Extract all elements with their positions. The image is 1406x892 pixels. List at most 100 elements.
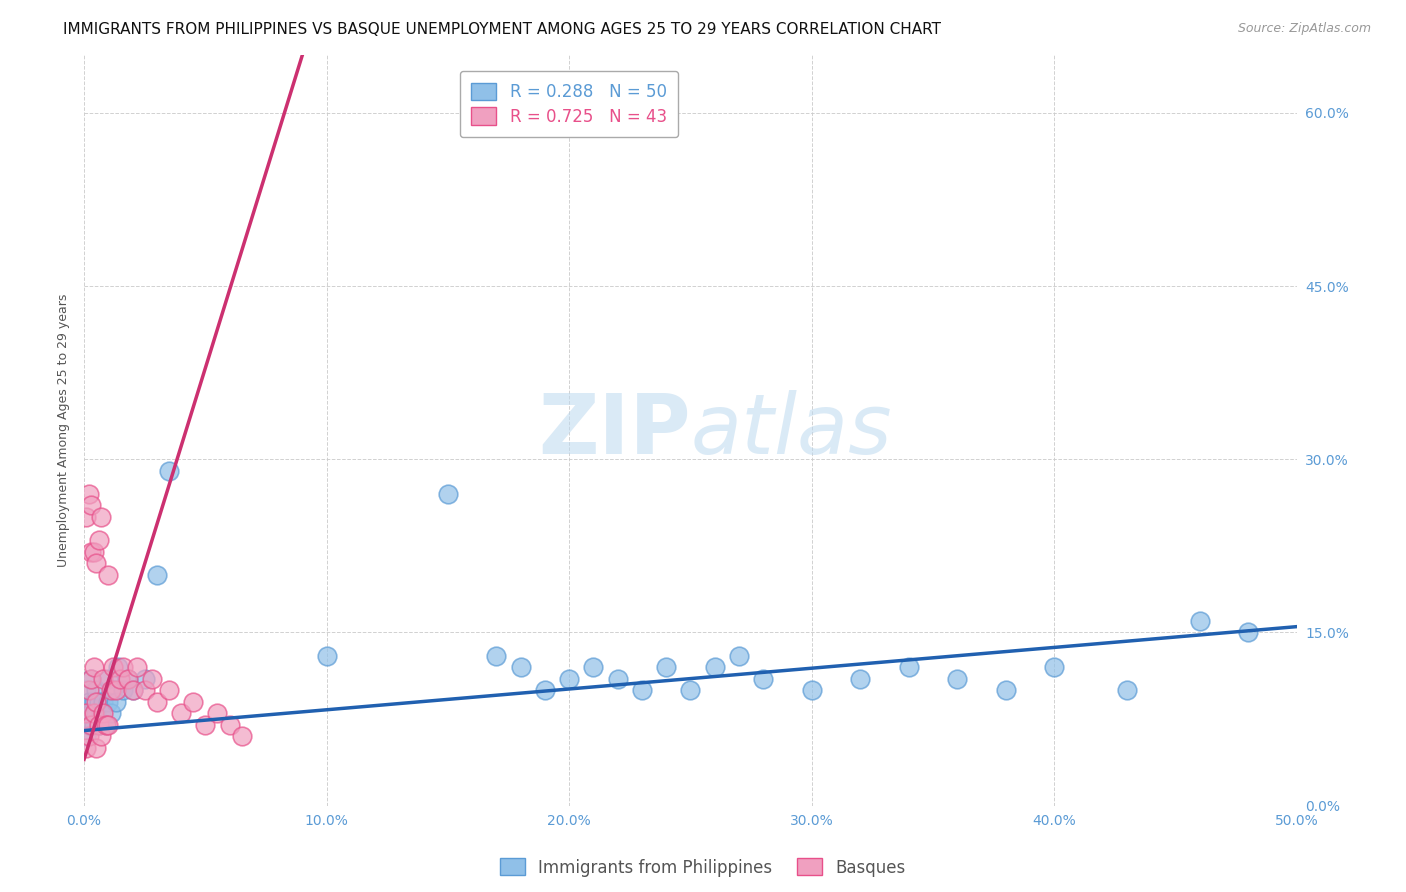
Point (84, 695, 107, 709)
Point (994, 683, 1017, 698)
Point (121, 683, 143, 698)
Point (80, 672, 103, 686)
Point (655, 660, 678, 674)
Point (87, 718, 110, 732)
Point (117, 672, 139, 686)
Point (93, 695, 115, 709)
Point (80, 544, 103, 558)
Point (558, 672, 581, 686)
Point (181, 695, 204, 709)
Point (83, 718, 105, 732)
Point (83, 695, 105, 709)
Point (100, 683, 122, 698)
Point (90, 706, 112, 721)
Point (157, 464, 180, 478)
Point (97, 718, 120, 732)
Point (849, 672, 872, 686)
Point (87, 718, 110, 732)
Point (800, 683, 823, 698)
Point (110, 672, 132, 686)
Point (218, 718, 240, 732)
Point (727, 648, 749, 663)
Point (76, 510, 98, 524)
Point (111, 660, 134, 674)
Point (93, 706, 115, 721)
Point (77, 718, 100, 732)
Point (101, 660, 124, 674)
Point (84, 683, 107, 698)
Point (946, 672, 969, 686)
Point (77, 683, 100, 698)
Point (679, 683, 702, 698)
Point (80, 672, 103, 686)
Point (87, 533, 110, 547)
Point (207, 706, 229, 721)
Point (94, 718, 117, 732)
Point (630, 683, 652, 698)
Point (437, 487, 460, 501)
Text: atlas: atlas (690, 390, 891, 471)
Point (117, 672, 139, 686)
Point (77, 729, 100, 743)
Point (127, 660, 149, 674)
Point (87, 695, 110, 709)
Point (1043, 660, 1066, 674)
Point (134, 683, 156, 698)
Legend: R = 0.288   N = 50, R = 0.725   N = 43: R = 0.288 N = 50, R = 0.725 N = 43 (460, 71, 679, 137)
Point (509, 660, 531, 674)
Point (1115, 683, 1137, 698)
Point (83, 544, 105, 558)
Point (76, 706, 98, 721)
Text: IMMIGRANTS FROM PHILIPPINES VS BASQUE UNEMPLOYMENT AMONG AGES 25 TO 29 YEARS COR: IMMIGRANTS FROM PHILIPPINES VS BASQUE UN… (63, 22, 941, 37)
Point (80, 499, 103, 513)
Point (141, 672, 163, 686)
Point (1237, 625, 1260, 640)
Point (170, 706, 193, 721)
Point (703, 660, 725, 674)
Point (104, 695, 127, 709)
Point (606, 672, 628, 686)
Point (90, 510, 112, 524)
Point (76, 740, 98, 755)
Point (84, 740, 107, 755)
Point (101, 683, 124, 698)
Point (84, 706, 107, 721)
Point (121, 683, 143, 698)
Point (80, 718, 103, 732)
Point (76, 683, 98, 698)
Legend: Immigrants from Philippines, Basques: Immigrants from Philippines, Basques (494, 852, 912, 883)
Point (97, 672, 120, 686)
Point (194, 718, 217, 732)
Text: Source: ZipAtlas.com: Source: ZipAtlas.com (1237, 22, 1371, 36)
Point (93, 672, 115, 686)
Point (97, 567, 120, 582)
Text: ZIP: ZIP (538, 390, 690, 471)
Y-axis label: Unemployment Among Ages 25 to 29 years: Unemployment Among Ages 25 to 29 years (58, 293, 70, 567)
Point (94, 718, 117, 732)
Point (97, 695, 120, 709)
Point (146, 567, 169, 582)
Point (157, 683, 180, 698)
Point (90, 729, 112, 743)
Point (80, 706, 103, 721)
Point (84, 556, 107, 570)
Point (582, 660, 605, 674)
Point (77, 695, 100, 709)
Point (146, 695, 169, 709)
Point (111, 683, 134, 698)
Point (76, 729, 98, 743)
Point (100, 706, 122, 721)
Point (315, 648, 337, 663)
Point (752, 672, 775, 686)
Point (534, 683, 557, 698)
Point (1188, 614, 1211, 628)
Point (104, 683, 127, 698)
Point (231, 729, 253, 743)
Point (83, 706, 105, 721)
Point (83, 660, 105, 674)
Point (485, 648, 508, 663)
Point (107, 660, 129, 674)
Point (77, 487, 100, 501)
Point (897, 660, 920, 674)
Point (134, 672, 156, 686)
